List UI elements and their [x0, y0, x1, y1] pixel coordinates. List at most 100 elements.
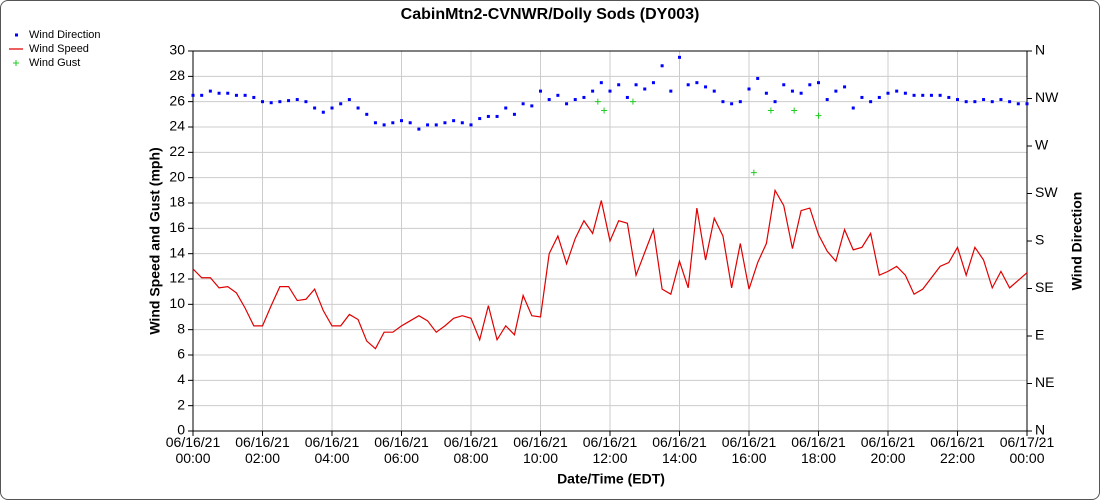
direction-dot: [869, 100, 873, 104]
direction-dot: [547, 98, 551, 102]
y-tick-label: 14: [169, 244, 185, 260]
direction-dot: [530, 104, 534, 108]
direction-dot: [799, 91, 803, 95]
y2-tick-label: SW: [1035, 184, 1058, 200]
direction-dot: [339, 102, 343, 106]
direction-dot: [495, 114, 499, 118]
y-tick-label: 20: [169, 168, 185, 184]
y-tick-label: 18: [169, 194, 185, 210]
x-tick-label: 06/16/21 20:00: [860, 434, 916, 466]
legend-label: Wind Gust: [29, 57, 80, 69]
direction-dot: [964, 100, 968, 104]
direction-dot: [999, 98, 1003, 102]
direction-dot: [243, 93, 247, 97]
x-axis-label: Date/Time (EDT): [557, 471, 665, 487]
direction-dot: [756, 76, 760, 80]
direction-dot: [330, 106, 334, 110]
direction-dot: [582, 95, 586, 99]
direction-dot: [321, 110, 325, 114]
direction-dot: [790, 89, 794, 93]
direction-dot: [278, 100, 282, 104]
direction-dot: [956, 98, 959, 102]
direction-dot: [921, 93, 925, 97]
y-tick-label: 16: [169, 219, 185, 235]
direction-dot: [539, 89, 542, 93]
direction-dot: [443, 121, 447, 125]
x-tick-label: 06/16/21 06:00: [374, 434, 429, 466]
x-tick-label: 06/16/21 00:00: [165, 434, 221, 466]
direction-dot: [669, 89, 673, 93]
direction-dot: [712, 89, 716, 93]
direction-dot: [347, 98, 351, 102]
direction-dot: [460, 121, 464, 125]
x-tick-label: 06/16/21 12:00: [582, 434, 638, 466]
direction-dot: [417, 127, 421, 131]
gust-marker: [629, 98, 636, 105]
direction-dot: [408, 121, 412, 125]
direction-dot: [261, 100, 264, 104]
direction-dot: [808, 83, 812, 87]
direction-dot: [391, 121, 395, 125]
y-tick-label: 28: [169, 67, 185, 83]
direction-dot: [200, 93, 204, 97]
gust-marker: [601, 107, 608, 114]
direction-dot: [747, 87, 751, 91]
y-tick-label: 0: [177, 422, 185, 438]
direction-dot: [591, 89, 595, 93]
direction-dot: [651, 81, 655, 85]
direction-dot: [895, 89, 899, 93]
y-tick-label: 24: [169, 118, 185, 134]
y2-tick-label: N: [1035, 42, 1045, 58]
direction-dot: [912, 93, 916, 97]
direction-dot: [1016, 102, 1020, 106]
direction-dot: [434, 123, 438, 127]
direction-dot: [643, 87, 647, 91]
direction-dot: [556, 93, 560, 97]
direction-dot: [565, 102, 569, 106]
direction-dot: [730, 102, 734, 106]
x-tick-label: 06/16/21 04:00: [304, 434, 360, 466]
y2-tick-label: E: [1035, 327, 1044, 343]
direction-dot: [486, 114, 490, 118]
direction-dot: [512, 112, 516, 116]
direction-dot: [400, 119, 403, 123]
y-tick-label: 30: [169, 42, 185, 58]
direction-dot: [269, 101, 273, 105]
direction-dot: [825, 98, 829, 102]
direction-dot: [217, 91, 221, 95]
y2-tick-label: NW: [1035, 89, 1059, 105]
direction-dot: [452, 119, 456, 123]
x-tick-label: 06/16/21 16:00: [721, 434, 777, 466]
gust-marker: [594, 98, 601, 105]
x-tick-label: 06/16/21 22:00: [930, 434, 985, 466]
x-tick-label: 06/16/21 10:00: [513, 434, 568, 466]
direction-dot: [382, 123, 386, 127]
gust-marker: [791, 107, 798, 114]
direction-dot: [973, 100, 977, 104]
direction-dot: [634, 83, 638, 87]
gust-marker: [767, 107, 774, 114]
chart-title: CabinMtn2-CVNWR/Dolly Sods (DY003): [401, 6, 700, 23]
direction-dot: [877, 95, 881, 99]
direction-dot: [817, 81, 820, 85]
direction-dot: [982, 98, 986, 102]
direction-dot: [843, 85, 847, 89]
direction-dot: [304, 100, 308, 104]
direction-dot: [373, 121, 377, 125]
legend-label: Wind Direction: [29, 29, 101, 41]
direction-dot: [903, 91, 907, 95]
direction-dot: [851, 106, 855, 110]
direction-dot: [356, 106, 360, 110]
legend-label: Wind Speed: [29, 43, 89, 55]
x-tick-label: 06/16/21 18:00: [791, 434, 846, 466]
y-tick-label: 8: [177, 320, 185, 336]
direction-dot: [625, 95, 629, 99]
direction-dot: [1008, 100, 1012, 104]
y2-axis-label: Wind Direction: [1069, 192, 1085, 291]
direction-dot: [678, 55, 681, 59]
direction-dot: [469, 123, 473, 127]
x-tick-label: 06/16/21 14:00: [652, 434, 707, 466]
direction-dot: [287, 99, 291, 103]
y-tick-label: 10: [169, 295, 185, 311]
